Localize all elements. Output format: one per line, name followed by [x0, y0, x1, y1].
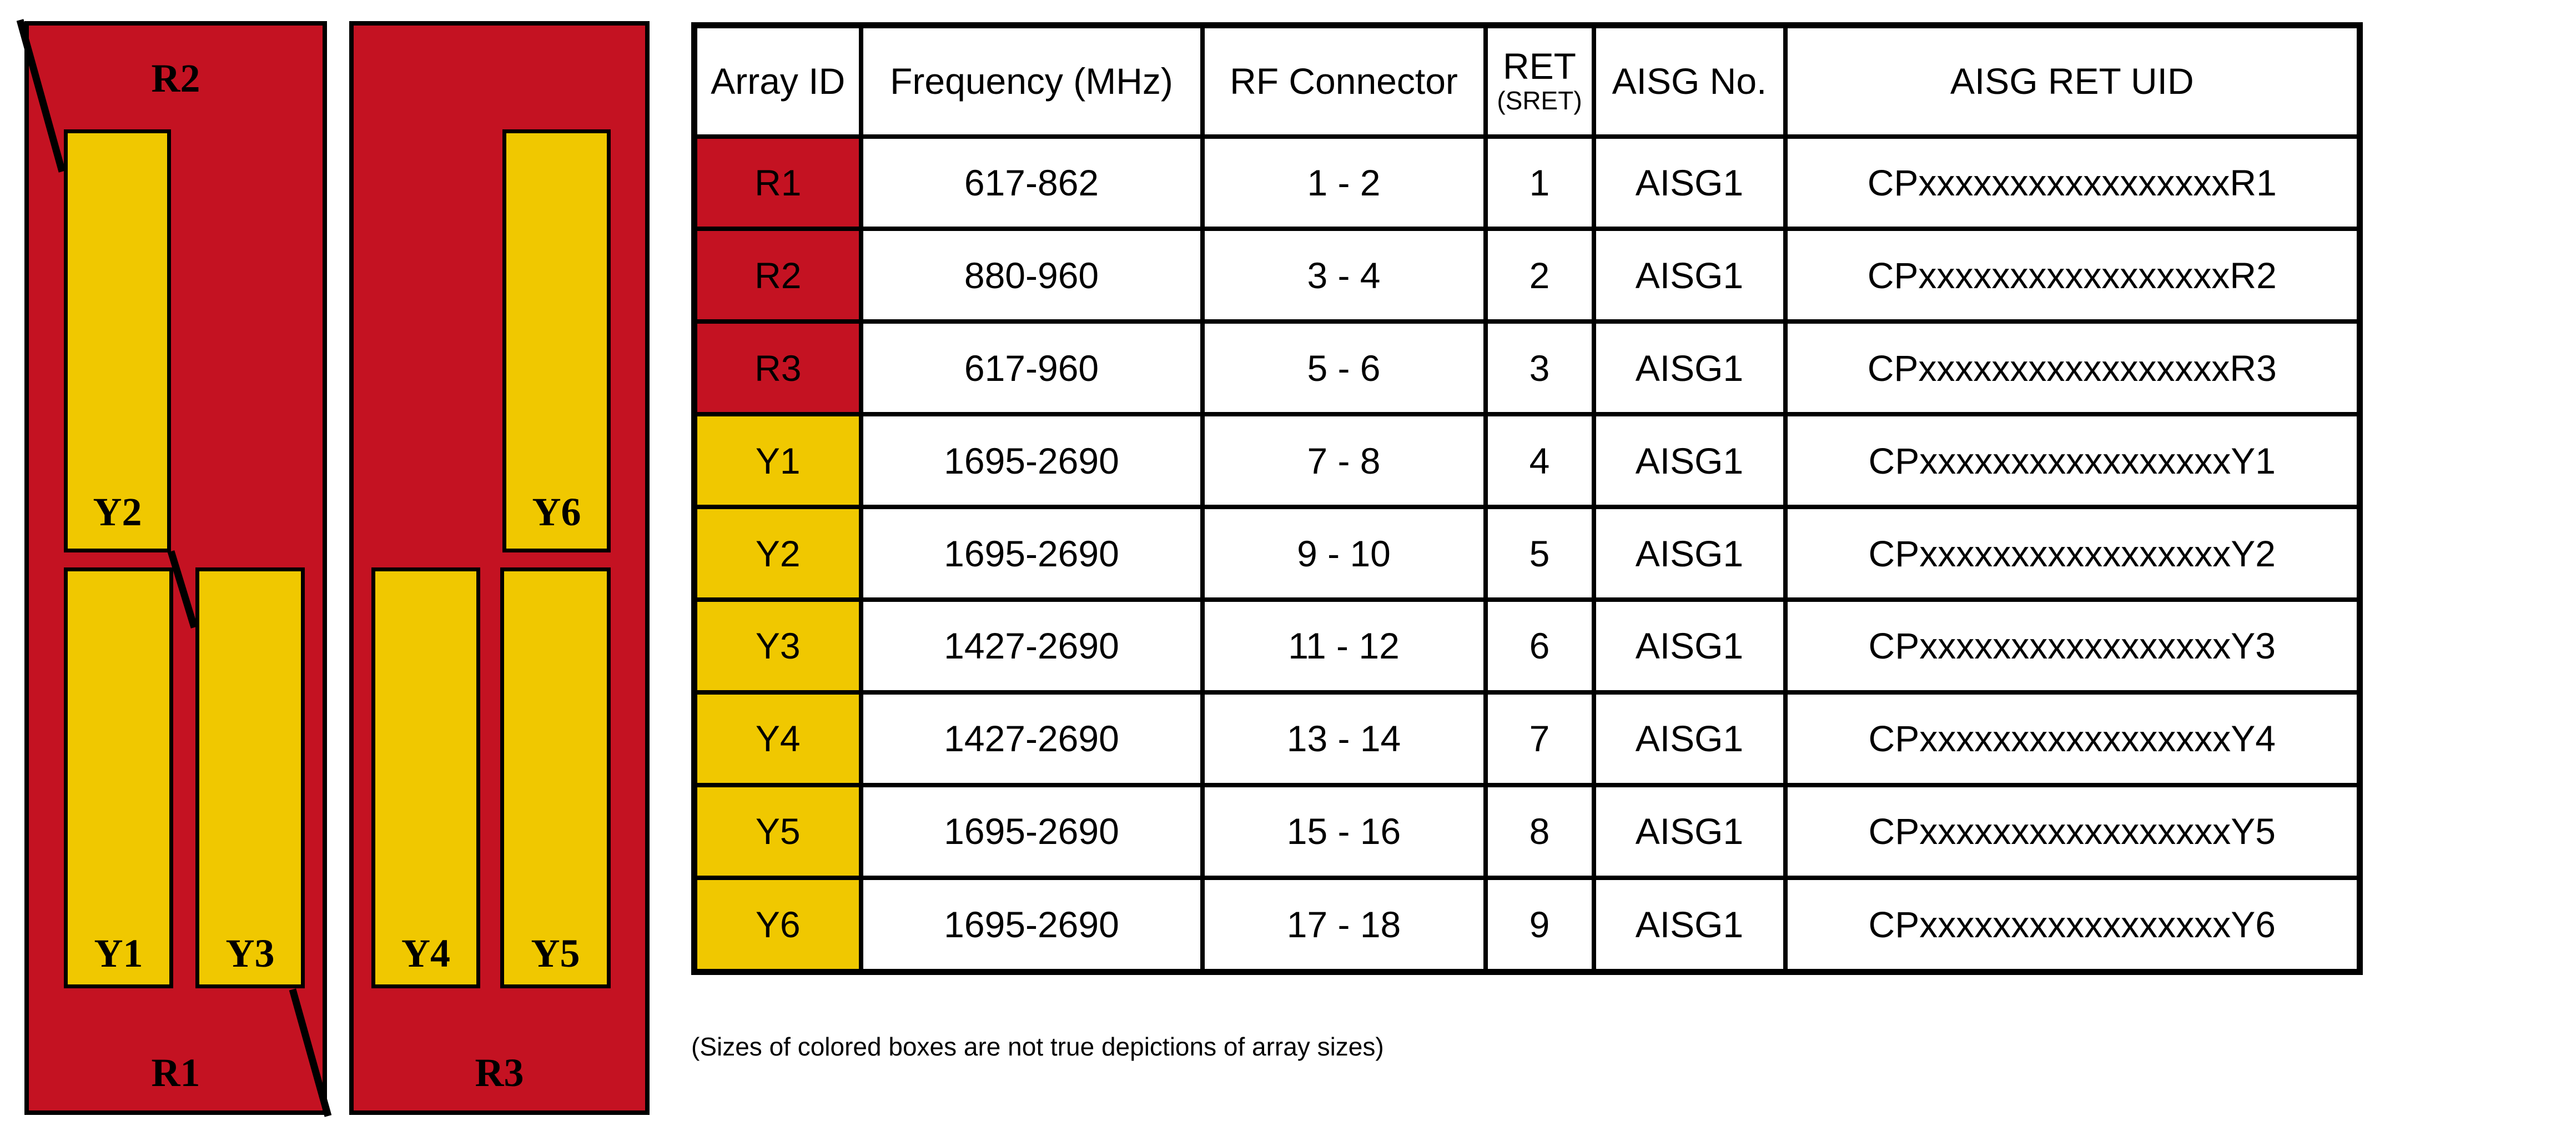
aisg-ret-uid-cell: CPxxxxxxxxxxxxxxxxxY6 — [1783, 875, 2362, 974]
table-row: Y2 1695-2690 9 - 10 5 AISG1 CPxxxxxxxxxx… — [692, 505, 2362, 602]
ret-cell: 1 — [1483, 134, 1596, 232]
array-label-y1: Y1 — [94, 931, 143, 976]
antenna-array-diagram: R2 R1 R3 Y2 Y6 Y1 Y3 Y4 Y5 — [0, 0, 688, 1146]
header-frequency: Frequency (MHz) — [858, 23, 1205, 139]
array-id-cell: Y2 — [692, 505, 863, 602]
rf-connector-cell: 5 - 6 — [1200, 319, 1488, 417]
array-id-cell: Y5 — [692, 782, 863, 880]
aisg-ret-uid-cell: CPxxxxxxxxxxxxxxxxxR3 — [1783, 319, 2362, 417]
ret-cell: 7 — [1483, 690, 1596, 787]
header-rf-connector: RF Connector — [1200, 23, 1488, 139]
array-id-cell: Y6 — [692, 875, 863, 974]
header-aisg-ret-uid: AISG RET UID — [1783, 23, 2362, 139]
array-box-y1: Y1 — [64, 567, 173, 988]
array-box-y6: Y6 — [502, 129, 611, 552]
table-row: Y1 1695-2690 7 - 8 4 AISG1 CPxxxxxxxxxxx… — [692, 412, 2362, 510]
frequency-cell: 1695-2690 — [858, 505, 1205, 602]
array-label-r3: R3 — [475, 1050, 524, 1095]
aisg-ret-uid-cell: CPxxxxxxxxxxxxxxxxxY2 — [1783, 505, 2362, 602]
ret-cell: 8 — [1483, 782, 1596, 880]
aisg-no-cell: AISG1 — [1591, 134, 1788, 232]
aisg-ret-uid-cell: CPxxxxxxxxxxxxxxxxxY3 — [1783, 597, 2362, 695]
aisg-no-cell: AISG1 — [1591, 505, 1788, 602]
table-row: Y5 1695-2690 15 - 16 8 AISG1 CPxxxxxxxxx… — [692, 782, 2362, 880]
array-id-cell: Y1 — [692, 412, 863, 510]
rf-connector-cell: 1 - 2 — [1200, 134, 1488, 232]
array-label-r1: R1 — [151, 1050, 200, 1095]
rf-connector-cell: 7 - 8 — [1200, 412, 1488, 510]
array-box-y4: Y4 — [371, 567, 480, 988]
aisg-ret-uid-cell: CPxxxxxxxxxxxxxxxxxY4 — [1783, 690, 2362, 787]
table-row: Y3 1427-2690 11 - 12 6 AISG1 CPxxxxxxxxx… — [692, 597, 2362, 695]
frequency-cell: 880-960 — [858, 227, 1205, 324]
header-ret-sub: (SRET) — [1497, 86, 1582, 115]
ret-cell: 9 — [1483, 875, 1596, 974]
array-box-y5: Y5 — [500, 567, 611, 988]
rf-connector-cell: 11 - 12 — [1200, 597, 1488, 695]
size-disclaimer-footnote: (Sizes of colored boxes are not true dep… — [691, 1032, 1384, 1061]
aisg-ret-uid-cell: CPxxxxxxxxxxxxxxxxxY1 — [1783, 412, 2362, 510]
aisg-ret-uid-cell: CPxxxxxxxxxxxxxxxxxR1 — [1783, 134, 2362, 232]
table-row: Y4 1427-2690 13 - 14 7 AISG1 CPxxxxxxxxx… — [692, 690, 2362, 787]
table-row: R2 880-960 3 - 4 2 AISG1 CPxxxxxxxxxxxxx… — [692, 227, 2362, 324]
table-header-row: Array ID Frequency (MHz) RF Connector RE… — [692, 23, 2362, 139]
aisg-no-cell: AISG1 — [1591, 412, 1788, 510]
frequency-cell: 1427-2690 — [858, 597, 1205, 695]
frequency-cell: 617-862 — [858, 134, 1205, 232]
array-id-cell: Y3 — [692, 597, 863, 695]
array-spec-table: Array ID Frequency (MHz) RF Connector RE… — [691, 22, 2363, 975]
frequency-cell: 1695-2690 — [858, 412, 1205, 510]
aisg-no-cell: AISG1 — [1591, 875, 1788, 974]
aisg-no-cell: AISG1 — [1591, 782, 1788, 880]
rf-connector-cell: 3 - 4 — [1200, 227, 1488, 324]
ret-cell: 2 — [1483, 227, 1596, 324]
array-label-y2: Y2 — [93, 490, 142, 534]
header-array-id: Array ID — [692, 23, 863, 139]
aisg-no-cell: AISG1 — [1591, 227, 1788, 324]
rf-connector-cell: 9 - 10 — [1200, 505, 1488, 602]
aisg-ret-uid-cell: CPxxxxxxxxxxxxxxxxxR2 — [1783, 227, 2362, 324]
ret-cell: 4 — [1483, 412, 1596, 510]
array-label-y5: Y5 — [531, 931, 580, 976]
rf-connector-cell: 15 - 16 — [1200, 782, 1488, 880]
table-row: R3 617-960 5 - 6 3 AISG1 CPxxxxxxxxxxxxx… — [692, 319, 2362, 417]
aisg-no-cell: AISG1 — [1591, 597, 1788, 695]
rf-connector-cell: 17 - 18 — [1200, 875, 1488, 974]
rf-connector-cell: 13 - 14 — [1200, 690, 1488, 787]
table-row: R1 617-862 1 - 2 1 AISG1 CPxxxxxxxxxxxxx… — [692, 134, 2362, 232]
ret-cell: 6 — [1483, 597, 1596, 695]
array-id-cell: R3 — [692, 319, 863, 417]
array-box-y2: Y2 — [64, 129, 171, 552]
header-aisg-no: AISG No. — [1591, 23, 1788, 139]
frequency-cell: 1427-2690 — [858, 690, 1205, 787]
frequency-cell: 1695-2690 — [858, 782, 1205, 880]
frequency-cell: 617-960 — [858, 319, 1205, 417]
header-ret-main: RET — [1503, 46, 1576, 87]
array-label-r2: R2 — [151, 56, 200, 100]
array-label-y6: Y6 — [532, 490, 581, 534]
array-id-cell: Y4 — [692, 690, 863, 787]
array-label-y3: Y3 — [225, 931, 275, 976]
ret-cell: 3 — [1483, 319, 1596, 417]
table-row: Y6 1695-2690 17 - 18 9 AISG1 CPxxxxxxxxx… — [692, 875, 2362, 974]
array-id-cell: R2 — [692, 227, 863, 324]
array-label-y4: Y4 — [401, 931, 450, 976]
array-box-y3: Y3 — [195, 567, 305, 988]
aisg-no-cell: AISG1 — [1591, 690, 1788, 787]
aisg-ret-uid-cell: CPxxxxxxxxxxxxxxxxxY5 — [1783, 782, 2362, 880]
header-ret: RET (SRET) — [1483, 23, 1596, 139]
ret-cell: 5 — [1483, 505, 1596, 602]
aisg-no-cell: AISG1 — [1591, 319, 1788, 417]
frequency-cell: 1695-2690 — [858, 875, 1205, 974]
array-id-cell: R1 — [692, 134, 863, 232]
